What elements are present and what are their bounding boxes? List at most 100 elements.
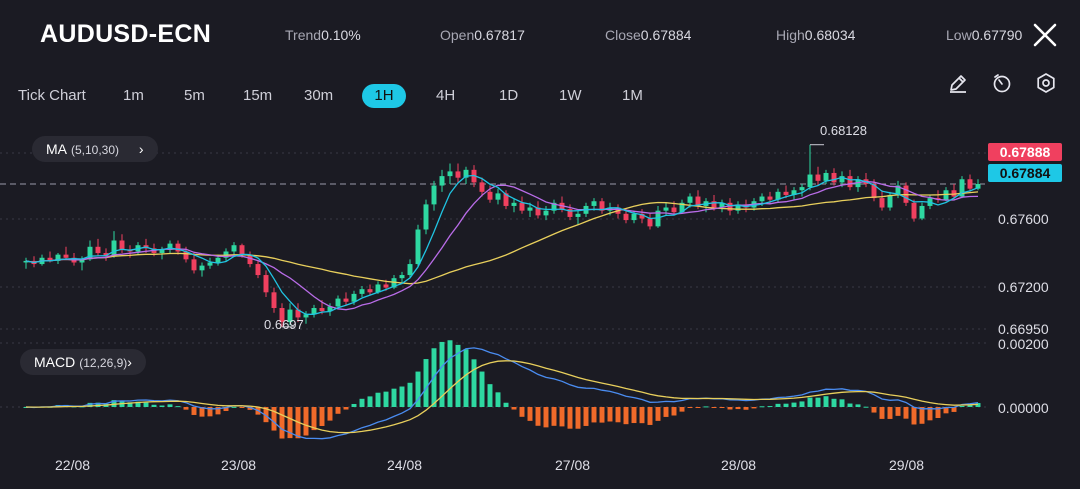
candle-body (519, 202, 525, 211)
macd-histogram-bar (495, 392, 501, 407)
candle-body (847, 176, 853, 188)
candle-body (487, 191, 493, 200)
macd-histogram-bar (167, 404, 173, 407)
candle-body (279, 308, 285, 323)
macd-histogram-bar (871, 407, 877, 413)
macd-histogram-bar (535, 407, 541, 426)
candle-body (295, 309, 301, 318)
macd-histogram-bar (639, 407, 645, 424)
macd-histogram-bar (311, 407, 317, 431)
macd-histogram-bar (687, 407, 693, 408)
macd-histogram-bar (647, 407, 653, 425)
timeframe-bar: Tick Chart 1m 5m 15m 30m 1H 4H 1D 1W 1M (0, 80, 1080, 110)
tf-5m[interactable]: 5m (184, 87, 205, 104)
candle-body (887, 194, 893, 208)
tf-4h[interactable]: 4H (436, 87, 456, 104)
macd-histogram-bar (711, 407, 717, 408)
candle-body (783, 191, 789, 195)
macd-histogram-bar (599, 407, 605, 423)
macd-histogram-bar (463, 349, 469, 407)
candle-body (447, 171, 453, 177)
macd-histogram-bar (887, 407, 893, 419)
trend-value: 0.10% (321, 27, 361, 43)
macd-histogram-bar (655, 407, 661, 421)
candle-body (159, 249, 165, 254)
macd-histogram-bar (87, 402, 93, 407)
low-label: Low (946, 27, 972, 43)
candle-body (47, 257, 53, 261)
macd-histogram-bar (823, 396, 829, 407)
tf-1h[interactable]: 1H (362, 84, 406, 108)
macd-histogram-bar (487, 384, 493, 407)
candle-body (215, 257, 221, 263)
macd-histogram-bar (199, 407, 205, 417)
settings-icon[interactable] (1035, 72, 1057, 94)
tf-1w[interactable]: 1W (559, 87, 582, 104)
candle-body (375, 284, 381, 293)
candle-body (207, 262, 213, 266)
macd-histogram-bar (319, 407, 325, 426)
tf-1m[interactable]: 1m (123, 87, 144, 104)
candle-body (839, 176, 845, 183)
candle-body (759, 196, 765, 202)
macd-histogram-bar (303, 407, 309, 436)
ma-indicator-pill[interactable]: MA (5,10,30) › (32, 136, 158, 162)
macd-histogram-bar (735, 407, 741, 410)
macd-histogram-bar (279, 407, 285, 439)
macd-histogram-bar (159, 405, 165, 407)
candle-body (359, 289, 365, 294)
macd-histogram-bar (551, 407, 557, 426)
candle-body (119, 240, 125, 250)
tf-1d[interactable]: 1D (499, 87, 519, 104)
candle-body (647, 218, 653, 227)
tf-tick-chart[interactable]: Tick Chart (18, 87, 86, 104)
chevron-right-icon: › (127, 354, 132, 370)
macd-histogram-bar (839, 399, 845, 407)
candle-body (543, 210, 549, 216)
price-axis-label: 0.67200 (998, 279, 1049, 295)
low-stat: Low0.67790 (946, 27, 1022, 43)
close-value: 0.67884 (640, 27, 692, 43)
macd-histogram-bar (607, 407, 613, 422)
symbol-title: AUDUSD-ECN (40, 20, 212, 48)
macd-histogram-bar (543, 407, 549, 428)
macd-histogram-bar (591, 407, 597, 423)
macd-histogram-bar (767, 406, 773, 408)
macd-histogram-bar (751, 407, 757, 409)
candle-body (351, 293, 357, 302)
macd-histogram-bar (943, 407, 949, 414)
timer-icon[interactable] (991, 72, 1013, 94)
candle-body (287, 309, 293, 323)
macd-histogram-bar (503, 402, 509, 407)
macd-histogram-bar (863, 406, 869, 408)
candle-body (263, 275, 269, 293)
candle-body (367, 289, 373, 293)
macd-histogram-bar (447, 340, 453, 407)
candle-body (255, 264, 261, 276)
candle-body (831, 172, 837, 183)
macd-histogram-bar (111, 400, 117, 407)
macd-indicator-pill[interactable]: MACD (12,26,9)› (20, 349, 146, 375)
macd-histogram-bar (383, 391, 389, 407)
tf-30m[interactable]: 30m (304, 87, 334, 104)
macd-params: (12,26,9) (79, 356, 128, 370)
macd-histogram-bar (815, 397, 821, 407)
macd-histogram-bar (335, 407, 341, 414)
tf-1mo[interactable]: 1M (622, 87, 643, 104)
price-axis-label: 0.66950 (998, 321, 1049, 337)
candle-body (775, 191, 781, 200)
macd-histogram-bar (351, 403, 357, 407)
candle-body (503, 193, 509, 206)
macd-histogram-bar (775, 403, 781, 407)
ma-params: (5,10,30) (71, 143, 120, 157)
close-icon[interactable] (1032, 22, 1058, 48)
header: AUDUSD-ECN Trend0.10% Open0.67817 Close0… (0, 0, 1080, 72)
macd-histogram-bar (231, 406, 237, 408)
candle-body (975, 183, 981, 189)
tf-15m[interactable]: 15m (243, 87, 273, 104)
macd-histogram-bar (175, 406, 181, 408)
candle-body (87, 246, 93, 260)
pencil-icon[interactable] (947, 72, 969, 94)
high-annotation: 0.68128 (820, 123, 867, 138)
